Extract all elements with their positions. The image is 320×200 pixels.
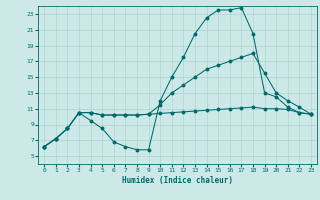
- X-axis label: Humidex (Indice chaleur): Humidex (Indice chaleur): [122, 176, 233, 185]
